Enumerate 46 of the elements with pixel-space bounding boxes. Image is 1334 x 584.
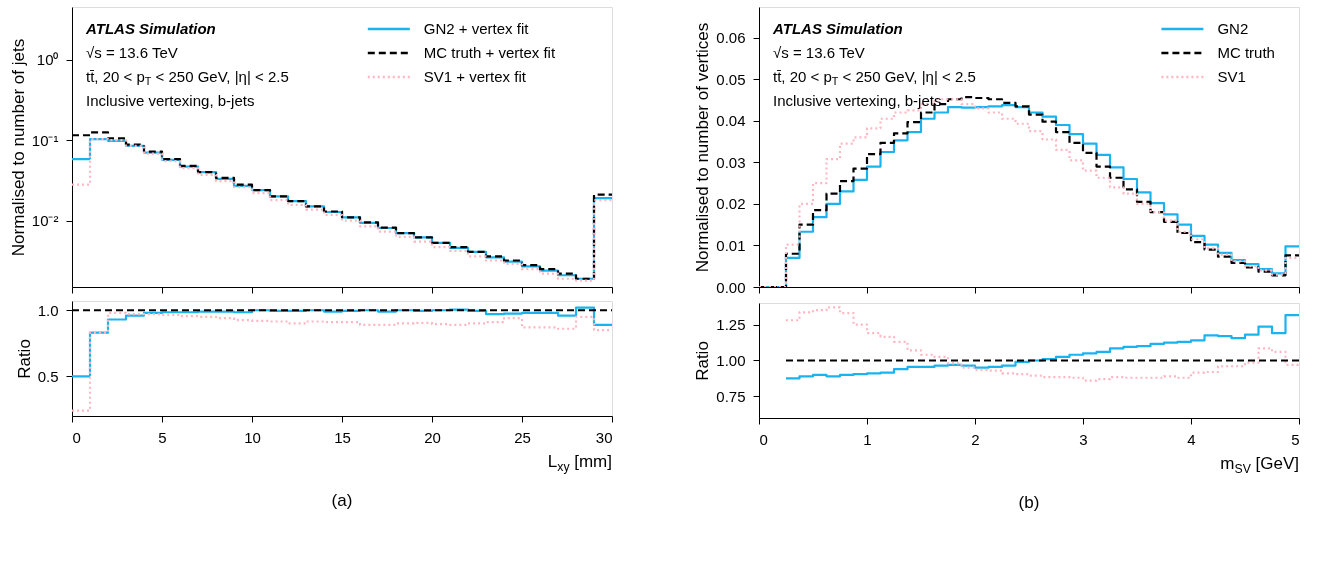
- x-tick-label: 10: [244, 428, 261, 446]
- y-tick-label: 0.06: [716, 29, 746, 47]
- y-tick-label: 1.0: [37, 301, 59, 319]
- y-tick-label: 1.25: [716, 316, 746, 334]
- x-tick-label: 5: [158, 428, 167, 446]
- annotation: Inclusive vertexing, b-jets: [86, 92, 255, 109]
- x-tick-label: 25: [514, 428, 531, 446]
- annotation: √s = 13.6 TeV: [86, 44, 178, 61]
- y-tick-label: 10⁻¹: [31, 131, 59, 149]
- legend-label: GN2: [1217, 20, 1249, 37]
- legend-label: SV1: [1217, 68, 1246, 85]
- y-tick-label: 0.05: [716, 70, 746, 88]
- legend-label: MC truth: [1217, 44, 1275, 61]
- annotation: ATLAS Simulation: [772, 20, 903, 37]
- y-tick-label: 0.5: [37, 367, 59, 385]
- x-tick-label: 30: [595, 428, 613, 446]
- y-axis-title: Normalised to number of jets: [8, 38, 28, 257]
- annotation: Inclusive vertexing, b-jets: [773, 92, 942, 109]
- y-tick-label: 0.04: [716, 112, 746, 130]
- x-tick-label: 2: [971, 430, 980, 448]
- x-tick-label: 0: [72, 428, 81, 446]
- y-tick-label: 10⁻²: [31, 212, 59, 230]
- x-tick-label: 1: [863, 430, 872, 448]
- y-tick-label: 0.03: [716, 153, 746, 171]
- x-tick-label: 5: [1291, 430, 1300, 448]
- y-tick-label: 10⁰: [36, 51, 59, 69]
- annotation: ATLAS Simulation: [85, 20, 216, 37]
- legend-label: SV1 + vertex fit: [423, 68, 527, 85]
- y-tick-label: 0.02: [716, 195, 746, 213]
- y-axis-title: Ratio: [14, 339, 34, 379]
- y-tick-label: 0.75: [716, 387, 746, 405]
- x-tick-label: 15: [334, 428, 351, 446]
- legend-label: GN2 + vertex fit: [423, 20, 530, 37]
- x-tick-label: 0: [759, 430, 768, 448]
- legend-label: MC truth + vertex fit: [423, 44, 556, 61]
- y-axis-title: Normalised to number of vertices: [693, 22, 713, 273]
- text: (a): [331, 491, 353, 511]
- x-tick-label: 20: [424, 428, 441, 446]
- y-tick-label: 1.00: [716, 352, 746, 369]
- y-tick-label: 0.01: [716, 236, 746, 254]
- x-tick-label: 4: [1187, 430, 1196, 448]
- y-tick-label: 0.00: [716, 278, 746, 296]
- annotation: √s = 13.6 TeV: [773, 44, 865, 61]
- x-tick-label: 3: [1079, 430, 1088, 448]
- y-axis-title: Ratio: [693, 341, 713, 381]
- text: (b): [1018, 493, 1040, 513]
